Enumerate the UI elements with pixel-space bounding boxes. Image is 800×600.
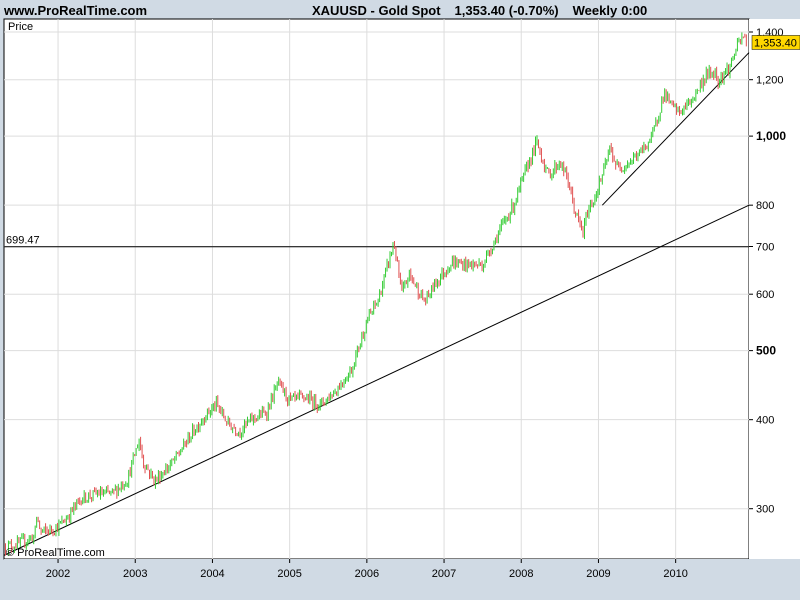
x-tick-label: 2004 [200, 568, 224, 580]
y-axis-panel [749, 19, 800, 559]
x-tick-label: 2002 [46, 568, 70, 580]
watermark: © ProRealTime.com [6, 547, 105, 559]
plot-area [3, 18, 750, 560]
x-tick-label: 2005 [277, 568, 301, 580]
y-tick-label: 400 [756, 415, 774, 427]
last-price-box [751, 35, 800, 50]
x-axis: 2002 2003 2004 2005 2006 2007 2008 2009 2010 [46, 559, 688, 580]
x-tick-label: 2009 [586, 568, 610, 580]
x-tick-label: 2008 [509, 568, 533, 580]
panel-label: Price [8, 21, 33, 33]
y-tick-label: 600 [756, 289, 774, 301]
y-tick-label: 700 [756, 241, 774, 253]
y-tick-label: 800 [756, 200, 774, 212]
trendline [3, 204, 750, 556]
candles [4, 32, 747, 556]
y-tick-label: 500 [756, 344, 776, 358]
last-price-marker: 1,353.40 [751, 35, 800, 50]
last-price-label: 1,353.40 [754, 37, 797, 49]
y-tick-label: 300 [756, 504, 774, 516]
horizontal-line-label: 699.47 [6, 235, 40, 247]
x-tick-label: 2007 [432, 568, 456, 580]
x-tick-label: 2006 [355, 568, 379, 580]
period-label: Weekly [572, 3, 618, 18]
chart-header: XAUUSD - Gold Spot 1,353.40 (-0.70%) Weekl… [312, 3, 661, 18]
x-axis-panel [4, 559, 800, 600]
instrument-name: XAUUSD - Gold Spot [312, 3, 441, 18]
x-tick-label: 2003 [123, 568, 147, 580]
y-tick-label: 1,000 [756, 129, 786, 143]
x-tick-label: 2010 [663, 568, 687, 580]
time-label: 0:00 [621, 3, 648, 18]
y-tick-label: 1,200 [756, 75, 784, 87]
quote-value: 1,353.40 (-0.70%) [454, 3, 559, 18]
site-url[interactable]: www.ProRealTime.com [4, 3, 148, 18]
